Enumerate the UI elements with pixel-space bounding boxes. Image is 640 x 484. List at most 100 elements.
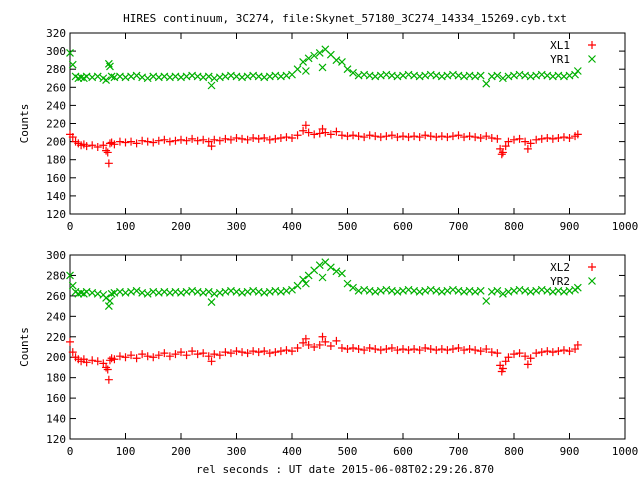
panel-1: 120 140 160 180 200 220 240 260 280 300 320 0 100 200… [18,27,638,233]
data-point [68,348,77,357]
data-point [143,289,152,298]
data-point [132,286,141,295]
data-point [387,344,396,353]
data-point [105,356,114,365]
data-point [498,364,507,373]
data-point [207,298,216,306]
x-tick-label: 700 [449,220,469,233]
y-tick-label: 220 [46,118,66,131]
data-point [301,121,310,130]
y-tick-label: 200 [46,351,66,364]
x-tick-label: 400 [282,220,302,233]
data-point [437,132,446,141]
data-point [288,133,296,142]
data-point [193,136,202,145]
data-point [332,267,341,276]
data-point [343,132,352,141]
data-point [559,133,568,142]
data-point [498,148,507,157]
data-point [437,345,446,354]
data-point [243,135,252,144]
data-point [498,289,507,298]
data-point [548,134,557,143]
data-point [493,134,502,143]
data-point [254,134,263,143]
plot-frame [69,32,626,215]
data-point [476,347,485,356]
series-XL2 [66,332,582,384]
data-point [221,348,230,357]
data-point [565,133,574,142]
data-point [318,63,327,72]
x-tick-label: 600 [393,445,413,458]
data-point [515,349,524,358]
data-point [482,297,491,305]
data-point [393,133,402,142]
data-point [501,357,510,366]
data-point [443,133,452,142]
x-tick-label: 900 [560,220,580,233]
data-point [68,133,77,142]
x-tick-label: 0 [67,220,74,233]
data-point [110,355,119,364]
data-point [299,58,308,66]
data-point [143,74,152,83]
data-point [393,346,402,355]
data-point [421,344,430,353]
series-YR1 [66,45,582,90]
data-point [476,286,485,295]
y-tick-label: 120 [46,208,66,221]
data-point [482,345,491,354]
data-point [99,141,108,150]
data-point [349,344,358,353]
data-point [154,351,163,360]
data-point [332,127,341,136]
x-tick-label: 800 [504,220,524,233]
data-point [165,137,174,146]
data-point [523,144,532,153]
data-point [207,357,216,366]
data-point [399,345,407,354]
data-point [310,130,319,139]
data-point [188,347,197,356]
data-point [521,352,530,361]
data-point [482,79,491,88]
y-tick-label: 240 [46,310,66,323]
data-point [565,347,574,356]
y-axis-label: Counts [18,104,31,144]
series-XL1 [66,121,582,168]
data-point [260,133,269,142]
data-point [127,351,136,360]
data-point [165,352,174,361]
series-YR2 [66,258,582,311]
data-point [454,344,463,353]
data-point [487,133,496,142]
data-point [102,76,110,84]
data-point [332,56,341,65]
data-point [498,74,507,83]
data-point [282,133,291,142]
data-point [471,133,480,142]
data-point [88,356,97,365]
data-point [315,129,324,138]
data-point [318,273,327,282]
data-point [310,51,319,60]
data-point [93,72,102,81]
data-point [326,263,335,272]
data-point [332,336,341,345]
data-point [66,337,74,346]
data-point [254,348,263,357]
data-point [493,349,502,358]
data-point [426,132,435,141]
chart-title: HIRES continuum, 3C274, file:Skynet_5718… [123,12,567,25]
data-point [293,131,302,140]
data-point [249,133,258,142]
data-point [99,359,108,368]
data-point [526,139,535,148]
data-point [276,347,285,356]
data-point [337,344,346,353]
data-point [573,130,582,139]
data-point [554,133,563,142]
